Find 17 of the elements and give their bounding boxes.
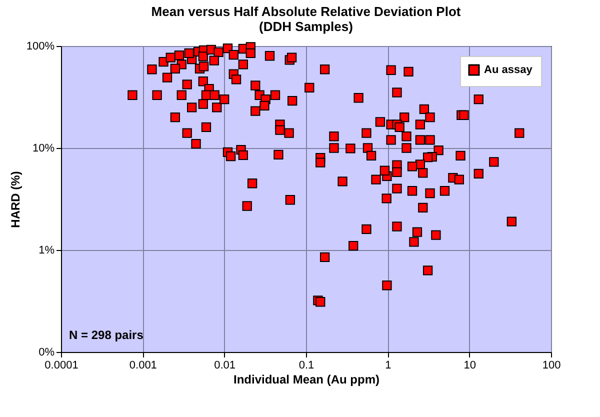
y-tick-label: 100% [26,40,55,52]
x-axis-title: Individual Mean (Au ppm) [234,372,380,386]
x-tick-label: 10 [464,360,476,372]
x-tick-label: 0.0001 [44,360,78,372]
chart-title: Mean versus Half Absolute Relative Deviation Plot [151,4,462,19]
annotation: N = 298 pairs [69,328,144,342]
y-axis-title: HARD (%) [8,171,22,228]
legend-label: Au assay [484,64,534,76]
x-tick-label: 0.001 [129,360,157,372]
chart-subtitle: (DDH Samples) [259,19,353,34]
y-tick-label: 10% [32,142,55,154]
x-tick-label: 100 [542,360,561,372]
x-tick-label: 1 [385,360,392,372]
x-tick-label: 0.01 [214,360,236,372]
y-tick-label: 0% [38,346,55,358]
x-tick-label: 0.1 [298,360,314,372]
y-tick-label: 1% [38,244,55,256]
